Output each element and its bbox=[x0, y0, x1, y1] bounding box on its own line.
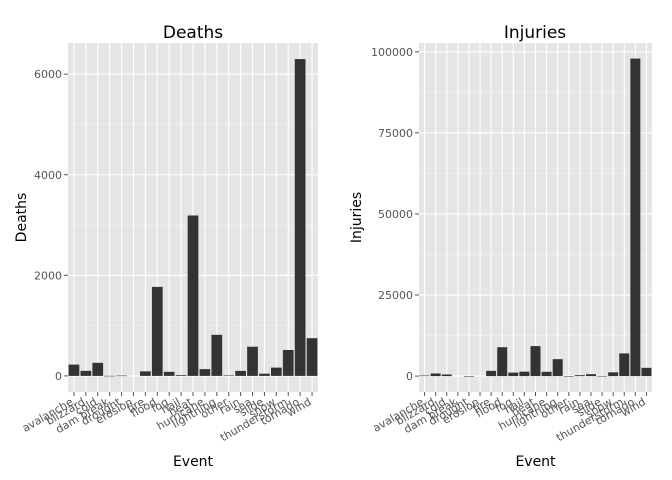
bar bbox=[497, 347, 508, 377]
bar bbox=[463, 376, 474, 377]
bar bbox=[104, 375, 116, 377]
bar bbox=[175, 375, 187, 376]
bar bbox=[597, 375, 608, 377]
bar bbox=[80, 370, 92, 376]
bar bbox=[282, 350, 294, 376]
chart-title: Injuries bbox=[504, 23, 566, 43]
bar bbox=[552, 359, 563, 377]
bar bbox=[585, 374, 596, 377]
y-tick-label: 50000 bbox=[378, 208, 413, 221]
bar bbox=[630, 58, 641, 377]
bar bbox=[306, 338, 318, 376]
x-axis-title: Event bbox=[173, 454, 214, 470]
bar bbox=[486, 370, 497, 377]
bar bbox=[541, 371, 552, 377]
bar bbox=[619, 353, 630, 377]
bar bbox=[641, 367, 652, 377]
bar bbox=[430, 373, 441, 377]
bar bbox=[563, 376, 574, 377]
bar bbox=[211, 334, 223, 376]
bar bbox=[163, 371, 175, 376]
y-tick-label: 75000 bbox=[378, 127, 413, 140]
bar bbox=[519, 371, 530, 377]
chart-title: Deaths bbox=[163, 23, 223, 43]
y-tick-label: 0 bbox=[55, 370, 62, 383]
y-tick-label: 4000 bbox=[34, 169, 62, 182]
bar bbox=[270, 367, 282, 376]
bar bbox=[508, 372, 519, 377]
bar bbox=[259, 373, 270, 376]
y-axis-title: Injuries bbox=[349, 192, 365, 243]
bar bbox=[608, 372, 619, 377]
bar bbox=[223, 375, 235, 377]
bar bbox=[294, 59, 306, 376]
y-tick-label: 0 bbox=[406, 370, 413, 383]
bar bbox=[116, 375, 127, 377]
y-tick-label: 25000 bbox=[378, 289, 413, 302]
x-axis-title: Event bbox=[515, 454, 556, 470]
bar bbox=[140, 371, 151, 376]
chart-panel-1: 0250005000075000100000avalancheblizzardc… bbox=[349, 23, 652, 470]
bar bbox=[187, 215, 199, 376]
bar bbox=[530, 346, 541, 377]
bar bbox=[151, 286, 163, 376]
y-tick-label: 6000 bbox=[34, 68, 62, 81]
bar bbox=[199, 369, 211, 376]
bar bbox=[247, 346, 258, 376]
y-axis-title: Deaths bbox=[14, 193, 30, 243]
bar bbox=[441, 374, 452, 377]
y-tick-label: 100000 bbox=[371, 46, 413, 59]
bar bbox=[68, 364, 80, 376]
bar bbox=[92, 362, 104, 376]
y-tick-label: 2000 bbox=[34, 269, 62, 282]
bar bbox=[574, 375, 585, 377]
bar bbox=[235, 370, 246, 376]
bar bbox=[419, 375, 430, 377]
